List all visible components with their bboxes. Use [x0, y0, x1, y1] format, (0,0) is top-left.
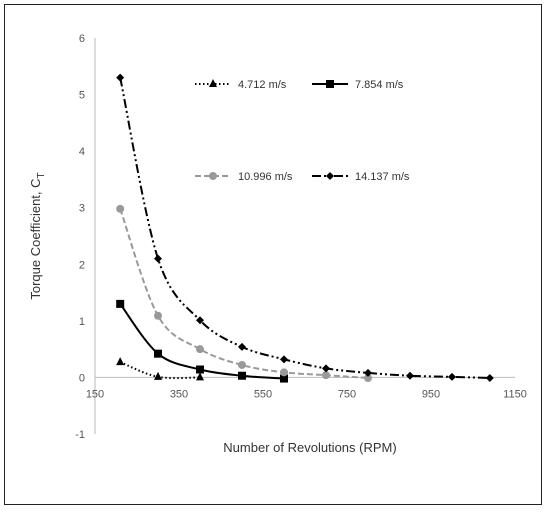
data-point-diamond	[154, 254, 162, 263]
series-lines	[116, 73, 494, 383]
series-line	[119, 361, 201, 380]
y-tick-label: -1	[75, 429, 85, 441]
x-tick-label: 150	[86, 388, 104, 400]
x-tick-label: 1150	[503, 388, 527, 400]
data-point-triangle	[154, 371, 162, 380]
legend-item: 7.854 m/s	[312, 79, 404, 91]
y-axis-title-main: Torque Coefficient, C	[28, 178, 43, 299]
data-point-circle	[322, 371, 330, 380]
x-tick-label: 950	[422, 388, 440, 400]
x-axis-title: Number of Revolutions (RPM)	[223, 440, 396, 455]
legend-item: 10.996 m/s	[195, 171, 293, 183]
series-diamond	[116, 73, 494, 382]
series-circle	[116, 204, 372, 382]
data-point-diamond	[448, 372, 456, 381]
data-point-circle	[154, 311, 162, 320]
data-point-triangle	[116, 357, 125, 366]
legend-item: 14.137 m/s	[312, 171, 410, 183]
data-point-circle	[238, 360, 246, 369]
y-axis-title-subscript: T	[36, 172, 47, 178]
x-tick-label: 750	[338, 388, 356, 400]
data-point-triangle	[196, 372, 204, 381]
legend-label: 10.996 m/s	[238, 171, 293, 183]
data-point-square	[238, 371, 246, 380]
legend-label: 14.137 m/s	[355, 171, 410, 183]
legend-marker-square	[326, 80, 334, 88]
legend-marker-triangle	[209, 79, 217, 87]
y-tick-label: 6	[79, 33, 85, 45]
data-point-diamond	[280, 355, 288, 364]
data-point-diamond	[196, 316, 204, 325]
data-point-circle	[196, 345, 204, 354]
data-point-diamond	[238, 342, 246, 351]
y-tick-label: 2	[79, 259, 85, 271]
y-tick-label: 4	[79, 146, 85, 158]
y-tick-label: 0	[79, 372, 85, 384]
data-point-circle	[280, 368, 288, 377]
data-point-square	[280, 374, 288, 383]
x-tick-label: 350	[170, 388, 188, 400]
data-point-diamond	[116, 73, 125, 82]
legend-marker-circle	[209, 172, 217, 180]
legend-marker-diamond	[326, 172, 334, 180]
series-square	[116, 299, 288, 383]
y-tick-label: 3	[79, 203, 85, 215]
data-point-diamond	[485, 373, 494, 382]
legend-label: 4.712 m/s	[238, 79, 287, 91]
y-tick-label: 1	[79, 316, 85, 328]
legend-item: 4.712 m/s	[195, 79, 287, 91]
series-triangle	[116, 357, 204, 381]
y-axis-title: Torque Coefficient, CT	[28, 172, 47, 299]
tick-labels: 150 350 550 750 950 1150 -1 0 1 2 3 4 5 6	[75, 33, 527, 441]
series-line	[119, 77, 490, 379]
axes	[94, 38, 515, 434]
data-point-circle	[116, 204, 125, 213]
data-point-diamond	[322, 364, 330, 373]
data-point-diamond	[364, 368, 372, 377]
legend: 4.712 m/s 7.854 m/s 10.996 m/s 14.137 m/s	[195, 79, 410, 183]
y-tick-label: 5	[79, 90, 85, 102]
chart-frame	[4, 4, 542, 505]
data-point-square	[196, 365, 204, 374]
data-point-square	[116, 299, 125, 308]
x-tick-label: 550	[254, 388, 272, 400]
legend-label: 7.854 m/s	[355, 79, 404, 91]
data-point-diamond	[406, 371, 414, 380]
data-point-square	[154, 349, 162, 358]
data-point-circle	[364, 373, 372, 382]
